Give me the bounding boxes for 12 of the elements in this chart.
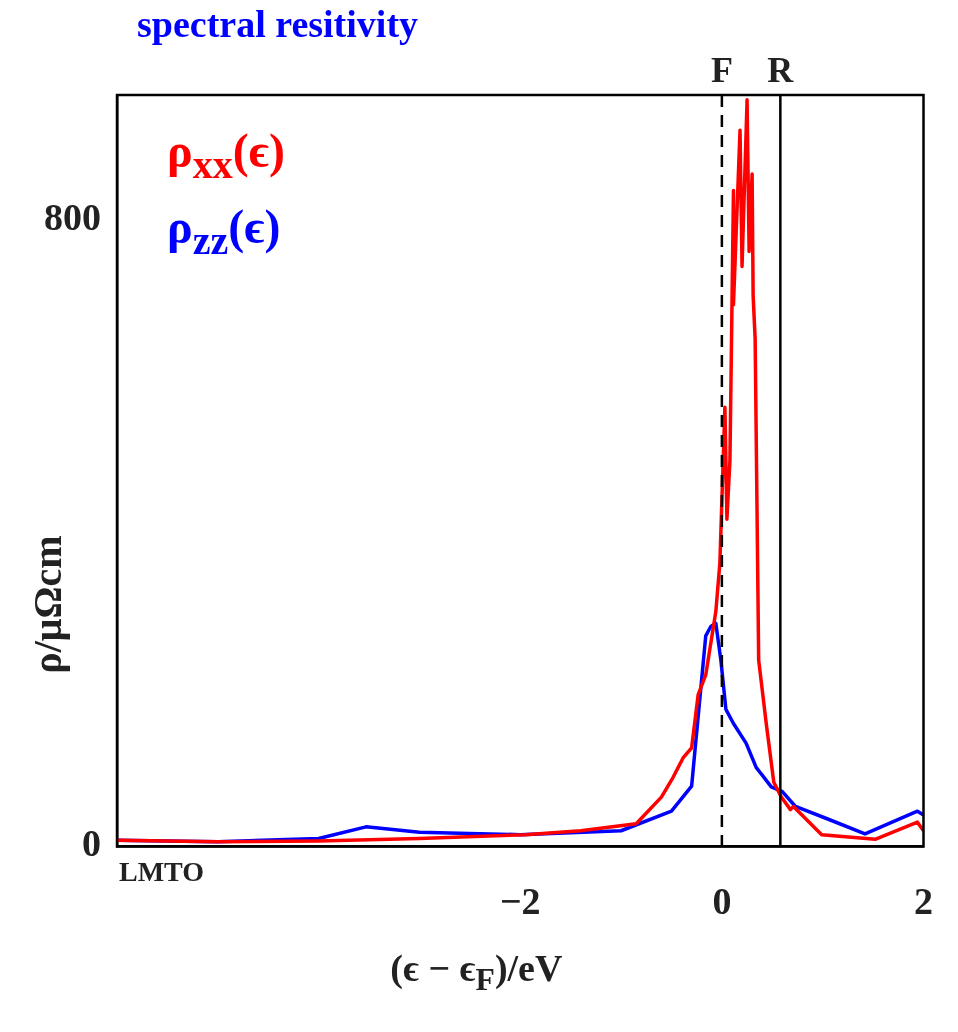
text: ρ$_{zz}$(ϵ) (167, 198, 282, 265)
x-tick-label: 2 (914, 880, 933, 923)
chart-title: spectral resitivity (137, 2, 419, 46)
x-tick-label: 0 (712, 880, 732, 923)
x-tick-label: −2 (499, 880, 541, 923)
y-tick-label: 800 (44, 196, 101, 239)
y-axis-title: ρ/μΩcm (23, 535, 71, 674)
text: ρ$_{xx}$(ϵ) (167, 123, 285, 189)
ref-line-label: R (767, 50, 795, 91)
ref-line-label: F (710, 50, 733, 91)
text: LMTO (119, 856, 205, 889)
x-axis-title: (ϵ − ϵ$_{F}$)/eV (390, 946, 563, 998)
